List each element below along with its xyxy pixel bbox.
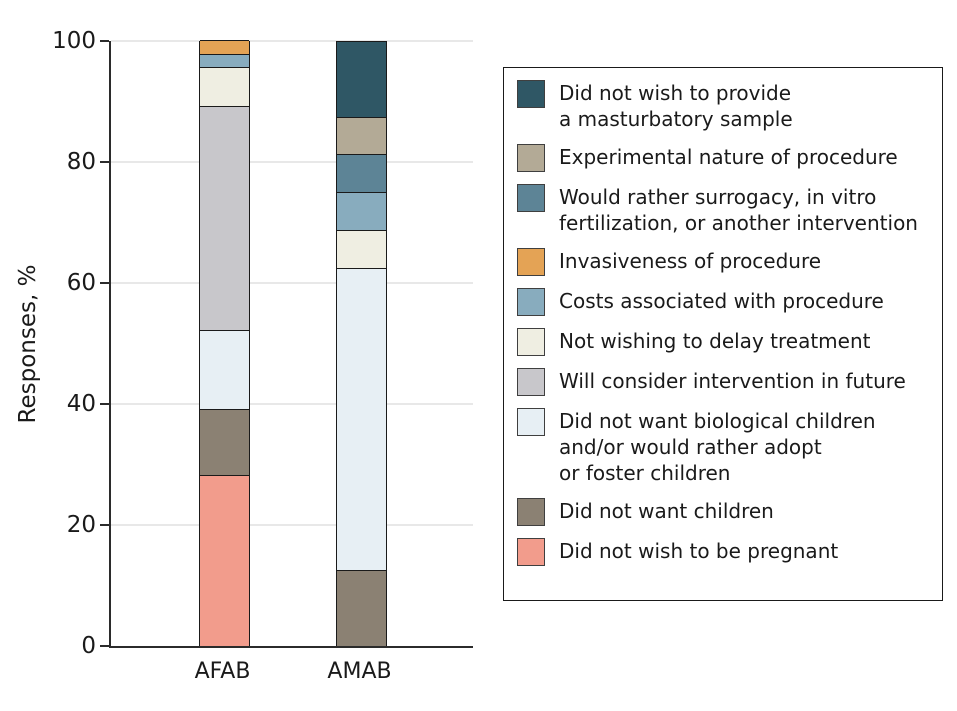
y-tick-label-80: 80 [66, 149, 96, 175]
legend-items: Did not wish to provide a masturbatory sa… [517, 80, 932, 566]
bar-segment [337, 267, 386, 571]
legend-label: Did not want biological children and/or w… [559, 409, 876, 485]
gridline-40 [111, 403, 473, 405]
gridline-80 [111, 161, 473, 163]
legend-label: Would rather surrogacy, in vitro fertiliz… [559, 185, 918, 235]
y-tick-label-20: 20 [66, 512, 96, 538]
legend-swatch [517, 498, 545, 526]
legend-item-4: Invasiveness of procedure [517, 248, 932, 276]
legend-label: Experimental nature of procedure [559, 145, 898, 169]
legend-label: Did not wish to be pregnant [559, 539, 839, 563]
bar-segment [337, 230, 386, 268]
y-tick-mark-80 [100, 161, 109, 163]
y-tick-mark-0 [100, 645, 109, 647]
bar-segment [200, 474, 249, 646]
y-tick-label-0: 0 [81, 633, 96, 659]
bar-segment [200, 40, 249, 54]
x-label-amab: AMAB [327, 659, 392, 684]
legend-label: Did not want children [559, 499, 774, 523]
legend-swatch [517, 248, 545, 276]
legend-item-8: Did not want biological children and/or w… [517, 408, 932, 486]
legend: Did not wish to provide a masturbatory sa… [503, 67, 943, 601]
legend-swatch [517, 368, 545, 396]
bar-segment [200, 67, 249, 107]
legend-swatch [517, 328, 545, 356]
bar-segment [337, 192, 386, 231]
legend-label: Not wishing to delay treatment [559, 329, 871, 353]
legend-item-6: Not wishing to delay treatment [517, 328, 932, 356]
bar-segment [337, 116, 386, 155]
y-tick-mark-100 [100, 40, 109, 42]
bar-segment [337, 570, 386, 646]
bar-segment [200, 330, 249, 409]
bar-segment [200, 408, 249, 475]
y-tick-mark-40 [100, 403, 109, 405]
legend-swatch [517, 80, 545, 108]
legend-swatch [517, 408, 545, 436]
bar-segment [337, 41, 386, 117]
y-axis-title: Responses, % [15, 264, 41, 424]
bar-segment [200, 106, 249, 331]
bar-segment [200, 53, 249, 68]
bar-amab [336, 41, 387, 646]
gridline-20 [111, 524, 473, 526]
gridline-60 [111, 282, 473, 284]
y-tick-mark-60 [100, 282, 109, 284]
legend-item-7: Will consider intervention in future [517, 368, 932, 396]
legend-item-2: Experimental nature of procedure [517, 144, 932, 172]
legend-swatch [517, 144, 545, 172]
legend-item-10: Did not wish to be pregnant [517, 538, 932, 566]
legend-label: Will consider intervention in future [559, 369, 906, 393]
legend-item-5: Costs associated with procedure [517, 288, 932, 316]
y-tick-label-100: 100 [52, 28, 96, 54]
gridline-100 [111, 40, 473, 42]
y-tick-label-60: 60 [66, 270, 96, 296]
legend-label: Invasiveness of procedure [559, 249, 822, 273]
legend-label: Did not wish to provide a masturbatory sa… [559, 81, 793, 131]
legend-label: Costs associated with procedure [559, 289, 884, 313]
x-label-afab: AFAB [194, 659, 251, 684]
legend-item-1: Did not wish to provide a masturbatory sa… [517, 80, 932, 132]
legend-swatch [517, 288, 545, 316]
legend-swatch [517, 184, 545, 212]
y-tick-mark-20 [100, 524, 109, 526]
bar-afab [199, 40, 250, 646]
bar-segment [337, 154, 386, 193]
y-tick-label-40: 40 [66, 391, 96, 417]
legend-swatch [517, 538, 545, 566]
legend-item-3: Would rather surrogacy, in vitro fertiliz… [517, 184, 932, 236]
plot-area [109, 40, 473, 648]
legend-item-9: Did not want children [517, 498, 932, 526]
